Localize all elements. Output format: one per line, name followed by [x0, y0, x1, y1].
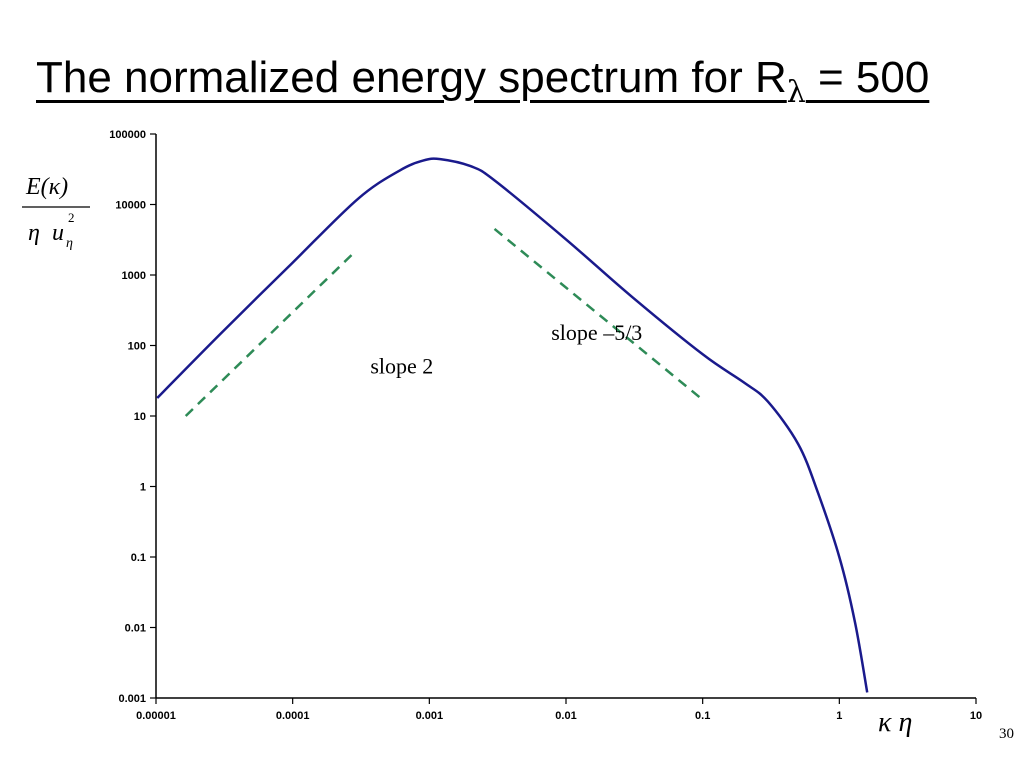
y-label-eta: η [28, 220, 40, 246]
y-tick-label: 1000 [122, 270, 146, 282]
y-label-u: u [52, 220, 64, 246]
y-tick-label: 10000 [115, 200, 146, 212]
slide-title: The normalized energy spectrum for Rλ = … [36, 53, 930, 110]
slope-minus-5-3-reference-line [493, 227, 704, 401]
slope-minus-5-3-annotation: slope –5/3 [551, 320, 642, 345]
slope-2-annotation: slope 2 [370, 354, 433, 379]
y-axis-label: E(κ) η u η 2 [22, 174, 90, 251]
y-label-u-subscript: η [66, 236, 73, 251]
x-tick-label: 0.00001 [136, 710, 176, 722]
title-subscript: λ [786, 75, 806, 110]
x-ticks: 0.00001 0.0001 0.001 0.01 0.1 1 10 [136, 698, 982, 722]
x-tick-label: 0.1 [695, 710, 710, 722]
reference-lines [184, 227, 704, 417]
x-tick-label: 0.01 [555, 710, 576, 722]
y-tick-label: 1 [140, 482, 146, 494]
y-tick-label: 0.001 [118, 693, 146, 705]
slope-2-reference-line [184, 249, 357, 417]
annotations: slope 2 slope –5/3 [370, 320, 642, 379]
y-ticks: 0.001 0.01 0.1 1 10 100 1000 10000 100000 [109, 129, 156, 705]
x-tick-label: 0.0001 [276, 710, 310, 722]
svg-text:η: η [66, 236, 73, 251]
y-tick-label: 100 [128, 341, 146, 353]
y-tick-label: 100000 [109, 129, 146, 141]
axes: 0.00001 0.0001 0.001 0.01 0.1 1 10 0.0010.010.… [109, 129, 982, 722]
x-tick-label: 1 [836, 710, 842, 722]
svg-text:2: 2 [68, 210, 75, 225]
x-axis-label: κ η [878, 707, 912, 738]
y-tick-label: 0.1 [131, 552, 146, 564]
svg-text:E(κ): E(κ) [25, 174, 68, 200]
y-label-numerator: E(κ) [25, 174, 68, 200]
svg-text:u: u [52, 220, 64, 246]
x-tick-label: 0.001 [416, 710, 444, 722]
y-label-u-superscript: 2 [68, 210, 75, 225]
y-tick-label: 10 [134, 411, 146, 423]
svg-text:η: η [28, 220, 40, 246]
x-tick-label: 10 [970, 710, 982, 722]
y-tick-label: 0.01 [125, 623, 146, 635]
series-line [156, 157, 869, 693]
page-number: 30 [999, 726, 1014, 742]
